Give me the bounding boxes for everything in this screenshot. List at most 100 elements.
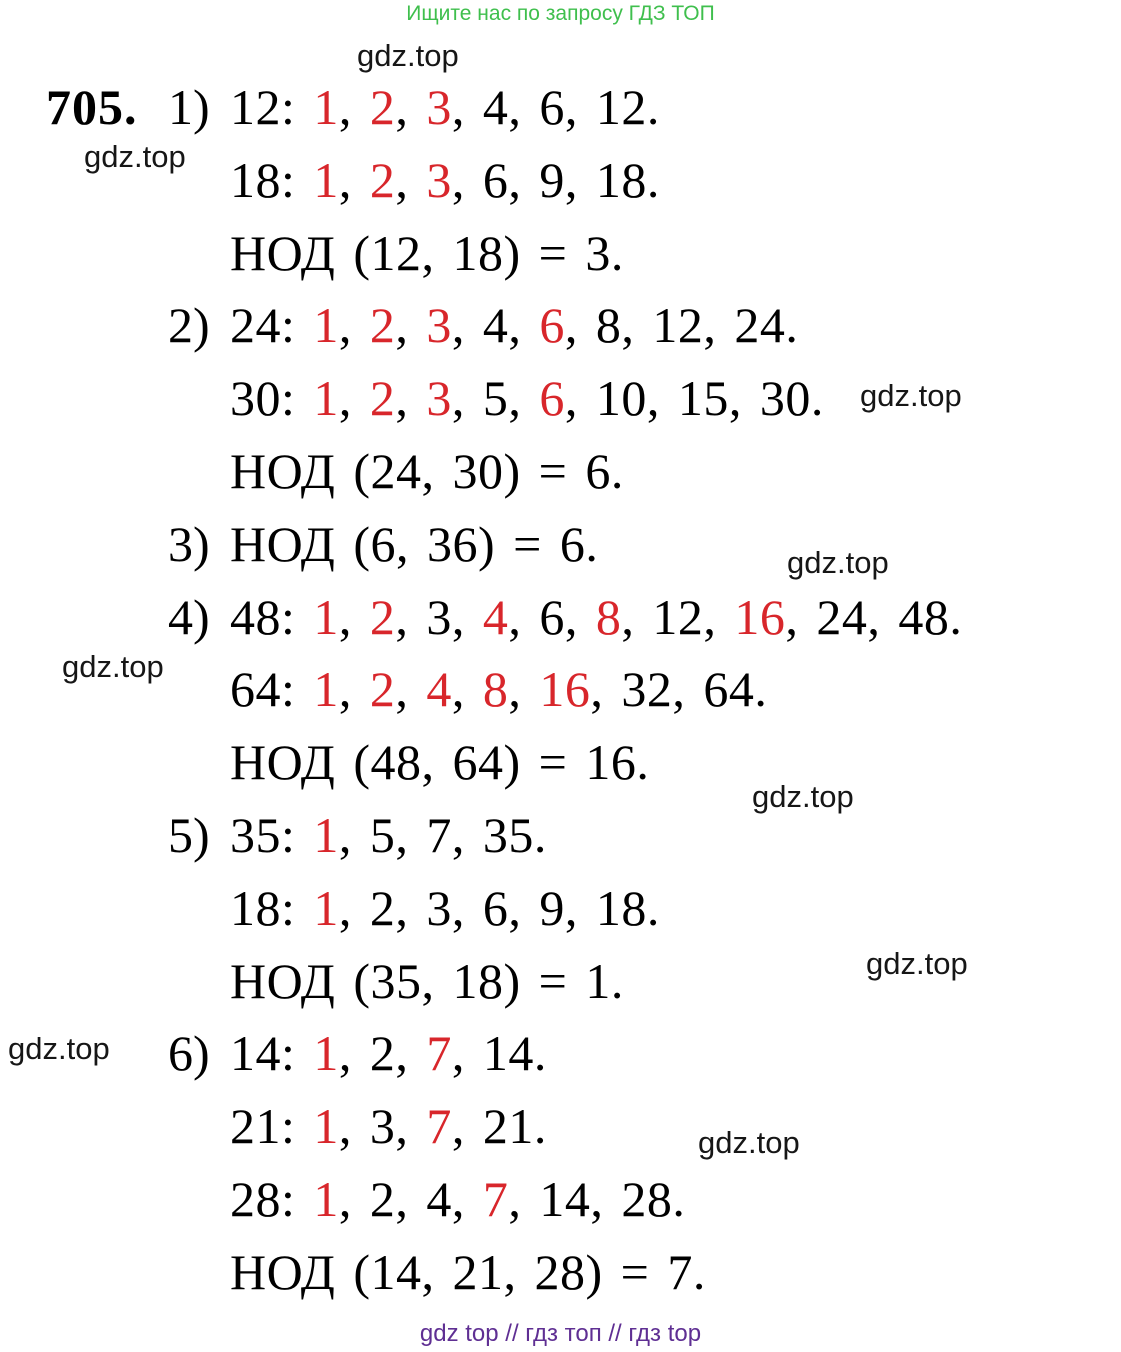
highlighted-divisor: 2 (369, 297, 396, 353)
line-content: 24: 1, 2, 3, 4, 6, 8, 12, 24. (230, 294, 798, 356)
text-segment: , (395, 297, 427, 353)
text-segment: , 6, 9, 18. (451, 152, 660, 208)
solution-line-11: 5) 35: 1, 5, 7, 35. (0, 804, 1121, 877)
text-segment: , 14, 28. (508, 1171, 686, 1227)
highlighted-divisor: 1 (313, 807, 339, 863)
highlighted-divisor: 2 (369, 661, 396, 717)
solution-line-12: 18: 1, 2, 3, 6, 9, 18. (0, 877, 1121, 950)
text-segment: , 4, 6, 12. (451, 79, 660, 135)
solution-line-14: 6) 14: 1, 2, 7, 14. (0, 1022, 1121, 1095)
line-content: НОД (35, 18) = 1. (230, 950, 624, 1012)
highlighted-divisor: 16 (539, 661, 591, 717)
line-content: НОД (48, 64) = 16. (230, 731, 649, 793)
text-segment: , 6, (508, 589, 596, 645)
gdz-watermark: gdz.top (357, 38, 459, 73)
line-content: 48: 1, 2, 3, 4, 6, 8, 12, 16, 24, 48. (230, 586, 962, 648)
solution-line-15: 21: 1, 3, 7, 21. (0, 1095, 1121, 1168)
solution-line-7: 3) НОД (6, 36) = 6. (0, 513, 1121, 586)
gdz-watermark: gdz.top (84, 139, 186, 174)
text-segment: , 2, 4, (338, 1171, 483, 1227)
highlighted-divisor: 8 (595, 589, 622, 645)
line-content: 28: 1, 2, 4, 7, 14, 28. (230, 1168, 685, 1230)
line-content: 35: 1, 5, 7, 35. (230, 804, 547, 866)
text-segment: , 3, (338, 1098, 427, 1154)
text-segment: , 4, (451, 297, 540, 353)
highlighted-divisor: 1 (313, 79, 339, 135)
solution-line-6: НОД (24, 30) = 6. (0, 440, 1121, 513)
footer-caption: gdz top // гдз топ // гдз top (419, 1320, 702, 1347)
text-segment: 14: (230, 1025, 314, 1081)
text-segment: НОД (35, 18) = 1. (230, 953, 624, 1009)
text-segment: , (338, 79, 370, 135)
part-marker: 4) (168, 589, 210, 645)
highlighted-divisor: 1 (313, 1171, 339, 1227)
highlighted-divisor: 3 (426, 79, 452, 135)
text-segment: НОД (14, 21, 28) = 7. (230, 1244, 706, 1300)
highlighted-divisor: 1 (313, 152, 339, 208)
highlighted-divisor: 2 (369, 79, 396, 135)
highlighted-divisor: 1 (313, 370, 339, 426)
text-segment: 21: (230, 1098, 314, 1154)
text-segment: , 3, (395, 589, 483, 645)
text-segment: , (338, 661, 370, 717)
solution-line-16: 28: 1, 2, 4, 7, 14, 28. (0, 1168, 1121, 1241)
text-segment: 35: (230, 807, 314, 863)
text-segment: 12: (230, 79, 314, 135)
highlighted-divisor: 7 (426, 1025, 452, 1081)
solution-line-8: 4) 48: 1, 2, 3, 4, 6, 8, 12, 16, 24, 48. (0, 586, 1121, 659)
line-content: 21: 1, 3, 7, 21. (230, 1095, 547, 1157)
line-content: 18: 1, 2, 3, 6, 9, 18. (230, 877, 660, 939)
line-content: 18: 1, 2, 3, 6, 9, 18. (230, 149, 660, 211)
text-segment: , (338, 297, 370, 353)
highlighted-divisor: 4 (426, 661, 452, 717)
highlighted-divisor: 16 (734, 589, 786, 645)
gdz-watermark: gdz.top (8, 1031, 110, 1066)
highlighted-divisor: 1 (313, 880, 339, 936)
part-marker: 5) (168, 807, 210, 863)
part-marker: 3) (168, 516, 210, 572)
solution-line-9: 64: 1, 2, 4, 8, 16, 32, 64. (0, 658, 1121, 731)
text-segment: 64: (230, 661, 314, 717)
line-content: 64: 1, 2, 4, 8, 16, 32, 64. (230, 658, 767, 720)
text-segment: , (338, 589, 370, 645)
highlighted-divisor: 3 (426, 152, 452, 208)
gdz-watermark: gdz.top (62, 649, 164, 684)
text-segment: НОД (24, 30) = 6. (230, 443, 624, 499)
text-segment: 24: (230, 297, 314, 353)
text-segment: , (508, 661, 540, 717)
text-segment: , (395, 661, 427, 717)
gdz-watermark: gdz.top (860, 378, 962, 413)
highlighted-divisor: 2 (369, 152, 396, 208)
text-segment: , (451, 661, 483, 717)
text-segment: , 10, 15, 30. (564, 370, 824, 426)
highlighted-divisor: 1 (313, 1098, 339, 1154)
highlighted-divisor: 3 (426, 370, 452, 426)
highlighted-divisor: 3 (426, 297, 452, 353)
highlighted-divisor: 8 (482, 661, 509, 717)
text-segment: 18: (230, 152, 314, 208)
gdz-watermark: gdz.top (866, 946, 968, 981)
highlighted-divisor: 6 (539, 297, 565, 353)
highlighted-divisor: 1 (313, 297, 339, 353)
text-segment: НОД (48, 64) = 16. (230, 734, 650, 790)
line-content: НОД (6, 36) = 6. (230, 513, 598, 575)
problem-number: 705. (46, 79, 138, 135)
line-content: 12: 1, 2, 3, 4, 6, 12. (230, 76, 660, 138)
highlighted-divisor: 2 (369, 589, 396, 645)
text-segment: , 2, 3, 6, 9, 18. (338, 880, 660, 936)
highlighted-divisor: 6 (539, 370, 565, 426)
text-segment: , 24, 48. (785, 589, 963, 645)
gdz-watermark: gdz.top (752, 779, 854, 814)
solution-line-13: НОД (35, 18) = 1. (0, 950, 1121, 1023)
highlighted-divisor: 4 (482, 589, 509, 645)
line-content: НОД (24, 30) = 6. (230, 440, 624, 502)
solution-line-3: НОД (12, 18) = 3. (0, 222, 1121, 295)
text-segment: , 2, (338, 1025, 427, 1081)
highlighted-divisor: 7 (482, 1171, 509, 1227)
text-segment: 18: (230, 880, 314, 936)
text-segment: 48: (230, 589, 314, 645)
text-segment: 30: (230, 370, 314, 426)
solution-line-1: 705. 1) 12: 1, 2, 3, 4, 6, 12. (0, 76, 1121, 149)
part-marker: 6) (168, 1025, 210, 1081)
